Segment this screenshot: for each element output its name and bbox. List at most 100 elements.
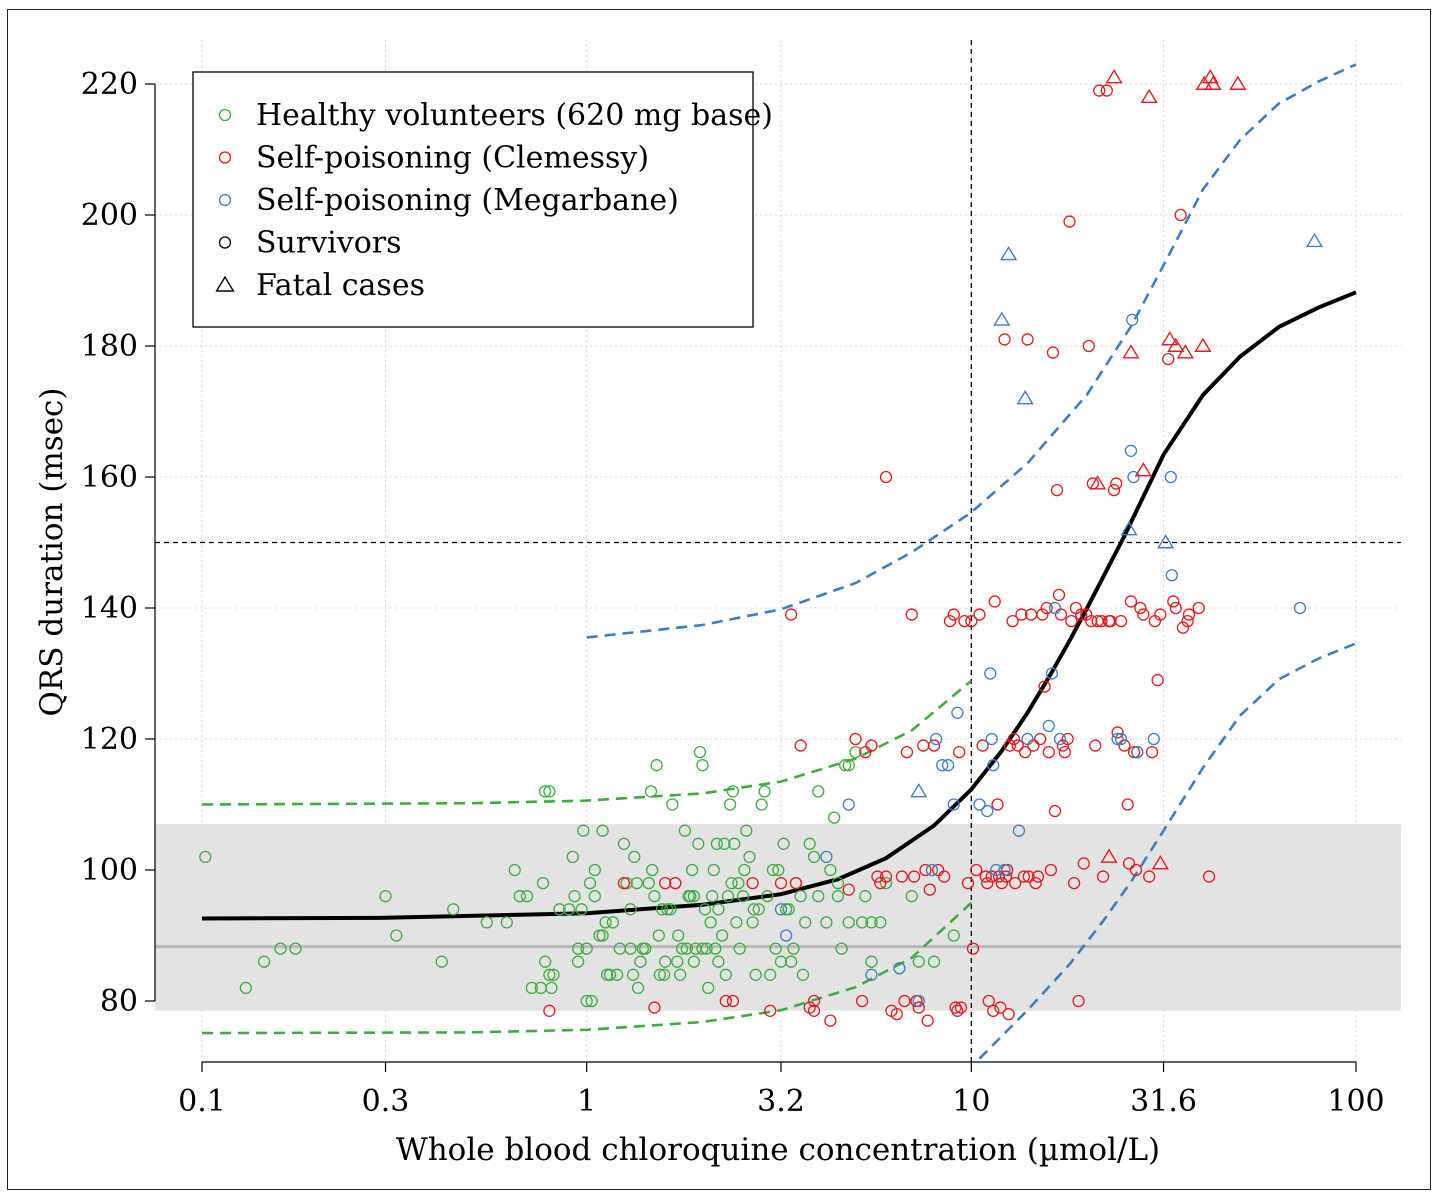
data-point xyxy=(1111,732,1124,746)
data-point xyxy=(693,745,707,759)
data-point-triangle xyxy=(1229,75,1247,90)
data-point xyxy=(807,994,821,1008)
data-point xyxy=(987,759,1000,772)
data-point xyxy=(500,916,513,929)
data-point xyxy=(687,890,701,903)
data-point xyxy=(919,863,932,877)
data-point xyxy=(842,759,855,772)
data-point xyxy=(390,929,403,942)
data-point xyxy=(596,824,609,837)
data-point xyxy=(1162,352,1175,366)
data-point xyxy=(1015,608,1028,621)
data-point xyxy=(747,903,760,916)
data-point xyxy=(702,981,715,995)
data-point xyxy=(659,876,672,890)
data-point xyxy=(746,916,759,929)
legend: Healthy volunteers (620 mg base) Self-poi… xyxy=(192,71,773,328)
data-point xyxy=(726,994,740,1008)
data-point xyxy=(1072,994,1085,1008)
data-point xyxy=(1046,346,1060,359)
data-point xyxy=(1085,614,1098,628)
data-point xyxy=(669,876,682,890)
data-point xyxy=(1151,673,1164,687)
data-point xyxy=(749,968,762,981)
data-point xyxy=(743,850,756,864)
data-point xyxy=(777,837,790,850)
data-point xyxy=(831,876,845,890)
data-point xyxy=(639,942,652,955)
data-point xyxy=(571,955,585,968)
data-point xyxy=(1134,601,1147,615)
x-tick-label: 3.2 xyxy=(757,1084,805,1119)
data-point xyxy=(1077,857,1090,870)
data-point xyxy=(1114,614,1128,628)
data-point xyxy=(1022,870,1035,883)
data-point-triangle xyxy=(1167,337,1185,352)
data-point xyxy=(803,837,816,850)
data-point xyxy=(925,863,939,877)
data-point xyxy=(1118,739,1131,752)
data-point xyxy=(943,614,957,628)
data-point xyxy=(650,759,663,772)
data-point xyxy=(648,890,661,903)
y-tick-label: 200 xyxy=(81,198,138,233)
fit-curve-median xyxy=(201,290,1357,921)
data-point xyxy=(774,955,788,968)
data-point xyxy=(642,876,655,890)
data-point xyxy=(981,876,994,890)
data-point xyxy=(1089,739,1102,752)
data-point-triangle xyxy=(1105,69,1123,84)
data-point xyxy=(764,968,777,981)
data-point xyxy=(1042,745,1055,759)
data-point xyxy=(1045,667,1059,680)
data-point xyxy=(696,942,709,955)
y-tick-label: 100 xyxy=(81,853,138,888)
data-point-triangle xyxy=(1000,245,1018,261)
data-point-triangle xyxy=(910,783,928,798)
data-point xyxy=(1181,614,1194,628)
data-point xyxy=(715,929,729,942)
data-point xyxy=(1053,732,1067,746)
data-point xyxy=(927,955,941,968)
fit-curve-healthy-lower xyxy=(201,901,973,1035)
data-point xyxy=(680,942,693,955)
data-point xyxy=(958,614,971,628)
y-tick-label: 80 xyxy=(100,984,138,1019)
data-point xyxy=(585,994,598,1008)
data-point xyxy=(1067,876,1081,890)
data-point xyxy=(712,955,725,968)
data-point xyxy=(789,876,803,890)
data-point xyxy=(799,916,812,929)
data-point xyxy=(1003,739,1017,752)
reference-lines xyxy=(155,40,1401,1062)
data-point xyxy=(1169,601,1182,615)
data-point xyxy=(1058,745,1071,759)
data-point xyxy=(1052,588,1066,602)
data-point xyxy=(831,890,845,903)
data-point xyxy=(1042,719,1055,733)
data-point xyxy=(652,929,665,942)
data-point xyxy=(998,863,1011,877)
data-point xyxy=(849,732,862,746)
data-point-triangle xyxy=(1120,521,1138,536)
data-point xyxy=(1127,470,1140,484)
data-point xyxy=(905,608,918,621)
data-point xyxy=(900,745,914,759)
data-point xyxy=(782,903,795,916)
data-point xyxy=(758,785,771,798)
data-point xyxy=(994,1001,1007,1014)
data-point xyxy=(936,759,949,772)
data-point xyxy=(700,942,713,955)
data-point xyxy=(631,981,645,995)
data-point xyxy=(989,863,1003,877)
data-point xyxy=(571,942,585,955)
data-point xyxy=(698,903,712,916)
data-point xyxy=(1093,84,1106,97)
data-point xyxy=(583,876,597,890)
data-point xyxy=(664,903,677,916)
data-point xyxy=(912,955,925,968)
data-point xyxy=(784,955,798,968)
data-point xyxy=(588,863,601,877)
legend-box xyxy=(192,71,754,328)
data-point xyxy=(1063,215,1076,228)
